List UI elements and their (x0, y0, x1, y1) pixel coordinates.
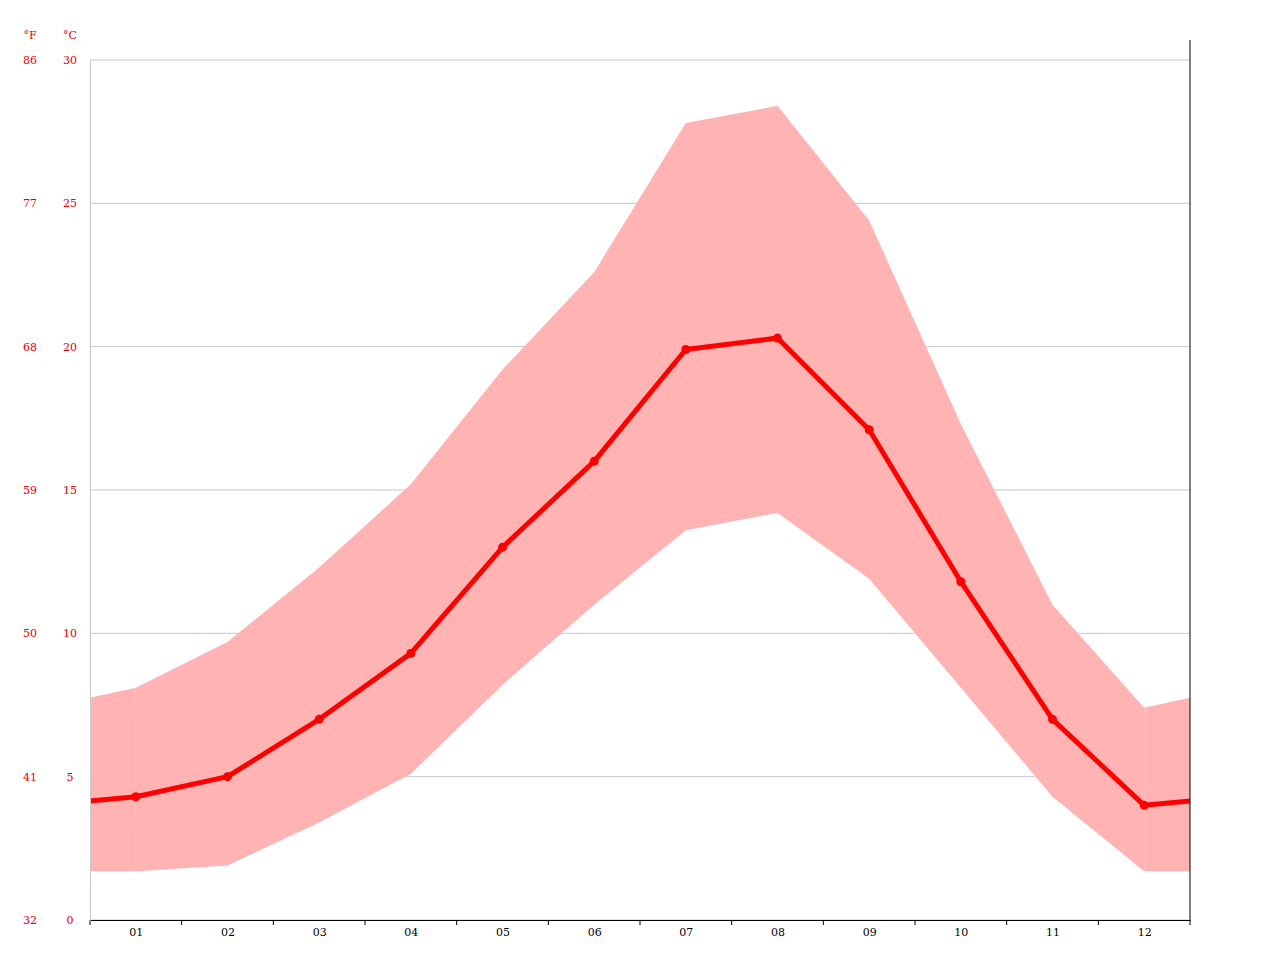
y2-axis-tick: 32 (23, 914, 90, 927)
y-axis-tick-label: 30 (63, 54, 77, 67)
y-axis-title: °C (63, 29, 77, 42)
y2-axis-tick: 86 (23, 54, 90, 67)
x-boundaries (90, 920, 1190, 925)
x-tick-label: 12 (1138, 926, 1152, 939)
marker (1140, 801, 1149, 810)
x-tick: 10 (954, 920, 968, 939)
x-tick-label: 07 (679, 926, 693, 939)
x-boundary-tick (365, 920, 366, 925)
y-axis-tick: 15 (63, 484, 90, 497)
y-axis-line (90, 61, 91, 921)
marker (131, 792, 140, 801)
y2-axis-tick-label: 50 (23, 627, 37, 640)
y2-axis-tick: 77 (23, 197, 90, 210)
marker (498, 543, 507, 552)
y-axis-tick-label: 25 (63, 197, 77, 210)
plot-area (90, 106, 1190, 871)
x-tick: 08 (771, 920, 785, 939)
x-tick: 04 (404, 920, 418, 939)
y2-axis-tick-label: 68 (23, 341, 37, 354)
line-wrap-right (1144, 797, 1190, 806)
marker (956, 577, 965, 586)
y2-axis-tick: 59 (23, 484, 90, 497)
x-tick: 02 (221, 920, 235, 939)
grid (90, 60, 1190, 920)
x-boundary-tick (1190, 920, 1191, 925)
y2-axis-line (90, 61, 91, 921)
y-axis-tick-label: 5 (67, 771, 74, 784)
x-tick: 05 (496, 920, 510, 939)
range-band (136, 106, 1144, 871)
y2-axis-title: °F (23, 29, 37, 42)
line-wrap-left (90, 797, 136, 806)
marker (315, 715, 324, 724)
x-tick-label: 08 (771, 926, 785, 939)
x-tick: 01 (129, 920, 143, 939)
y-axis-tick: 25 (63, 197, 90, 210)
y-axis-tick: 10 (63, 627, 90, 640)
x-boundary-tick (1006, 920, 1007, 925)
x-boundary-tick (915, 920, 916, 925)
x-tick-label: 03 (313, 926, 327, 939)
y2-axis-tick-label: 32 (23, 914, 37, 927)
marker (223, 772, 232, 781)
y-axis-tick: 5 (67, 771, 91, 784)
x-boundary-tick (1098, 920, 1099, 925)
marker (406, 649, 415, 658)
x-boundary-tick (731, 920, 732, 925)
x-boundary-tick (823, 920, 824, 925)
x-tick-label: 06 (588, 926, 602, 939)
x-boundary-tick (181, 920, 182, 925)
range-band-wrap-right (1144, 688, 1190, 871)
x-tick: 12 (1138, 920, 1152, 939)
mean-line (136, 338, 1144, 805)
y2-axis-tick-label: 59 (23, 484, 37, 497)
y-axis-tick-label: 20 (63, 341, 77, 354)
x-tick-label: 05 (496, 926, 510, 939)
grid-line (90, 60, 1190, 61)
x-tick: 03 (313, 920, 327, 939)
x-boundary-tick (273, 920, 274, 925)
y2-axis: 32415059687786 (23, 54, 91, 927)
x-boundary-tick (548, 920, 549, 925)
x-tick: 09 (863, 920, 877, 939)
y-axis-tick: 30 (63, 54, 90, 67)
x-boundary-tick (456, 920, 457, 925)
y-axis-tick: 0 (67, 914, 91, 927)
marker (1048, 715, 1057, 724)
x-tick: 07 (679, 920, 693, 939)
y2-axis-tick: 68 (23, 341, 90, 354)
range-band-wrap-left (90, 688, 136, 871)
y2-axis-tick-label: 41 (23, 771, 37, 784)
y2-axis-tick: 50 (23, 627, 90, 640)
x-tick-label: 01 (129, 926, 143, 939)
x-tick: 06 (588, 920, 602, 939)
right-frame (1190, 40, 1191, 920)
x-boundary-tick (640, 920, 641, 925)
x-tick-label: 02 (221, 926, 235, 939)
x-boundary-tick (90, 920, 91, 925)
y2-axis-tick: 41 (23, 771, 90, 784)
x-tick-label: 04 (404, 926, 418, 939)
y-axis-tick-label: 10 (63, 627, 77, 640)
x-tick-label: 10 (954, 926, 968, 939)
marker (590, 457, 599, 466)
y-axis: 0 5 10 15 20 25 30 (63, 54, 91, 927)
y-axis-tick: 20 (63, 341, 90, 354)
y2-axis-tick-label: 86 (23, 54, 37, 67)
x-tick-label: 09 (863, 926, 877, 939)
y-axis-tick-label: 15 (63, 484, 77, 497)
marker (865, 425, 874, 434)
marker (681, 345, 690, 354)
marker (773, 334, 782, 343)
x-tick-label: 11 (1046, 926, 1060, 939)
y2-axis-tick-label: 77 (23, 197, 37, 210)
chart: 0102030405060708091011120510152025303241… (0, 0, 1280, 960)
y-axis-tick-label: 0 (67, 914, 74, 927)
x-tick: 11 (1046, 920, 1060, 939)
x-axis: 01 02 03 04 05 06 07 08 09 10 11 12 (91, 920, 1191, 939)
